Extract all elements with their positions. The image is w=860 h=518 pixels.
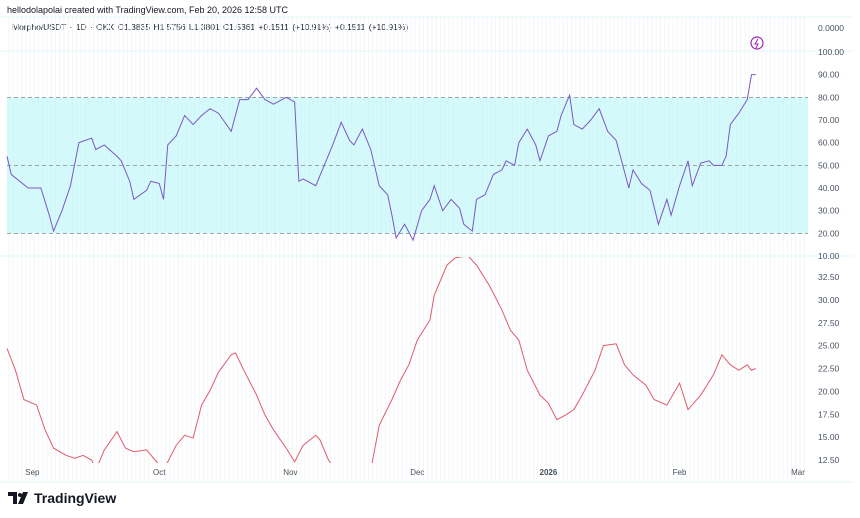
lower-axis-label: 12.50 xyxy=(818,455,840,465)
tradingview-logo[interactable]: TradingView xyxy=(8,490,116,506)
time-axis-label: Dec xyxy=(410,468,424,477)
logo-text: TradingView xyxy=(34,490,117,506)
time-axis-label: 2026 xyxy=(540,468,558,477)
rsi-axis-label: 40.00 xyxy=(818,183,840,193)
lower-axis-label: 20.00 xyxy=(818,386,840,396)
rsi-axis-label: 80.00 xyxy=(818,92,840,102)
lightning-icon xyxy=(750,36,764,50)
rsi-axis-label: 70.00 xyxy=(818,115,840,125)
rsi-axis-label: 100.00 xyxy=(818,47,844,57)
rsi-axis-label: 20.00 xyxy=(818,228,840,238)
symbol-legend[interactable]: Morpho/USDT · 1D · OKX O1.3835 H1.5756 L… xyxy=(12,22,409,32)
time-axis-label: Sep xyxy=(25,468,40,477)
lower-axis-label: 30.00 xyxy=(818,295,840,305)
lower-axis-label: 17.50 xyxy=(818,409,840,419)
lower-axis-label: 25.00 xyxy=(818,341,840,351)
lower-axis-label: 15.00 xyxy=(818,432,840,442)
chart-credit: hellodolapolai created with TradingView.… xyxy=(7,5,289,15)
rsi-axis-label: 10.00 xyxy=(818,251,840,261)
time-axis-label: Oct xyxy=(153,468,166,477)
lower-axis-label: 32.50 xyxy=(818,272,840,282)
time-axis-label: Feb xyxy=(673,468,687,477)
indicator-line xyxy=(6,257,756,463)
time-axis-label: Mar xyxy=(791,468,805,477)
rsi-axis-label: 90.00 xyxy=(818,70,840,80)
price-axis-label: 0.0000 xyxy=(818,23,844,33)
rsi-axis-label: 50.00 xyxy=(818,160,840,170)
rsi-axis-label: 30.00 xyxy=(818,206,840,216)
lightning-icon-bolt xyxy=(754,38,759,49)
tradingview-logo-icon xyxy=(8,492,28,504)
time-axis-label: Nov xyxy=(283,468,297,477)
lower-axis-label: 22.50 xyxy=(818,364,840,374)
rsi-axis-label: 60.00 xyxy=(818,138,840,148)
lower-axis-label: 27.50 xyxy=(818,318,840,328)
